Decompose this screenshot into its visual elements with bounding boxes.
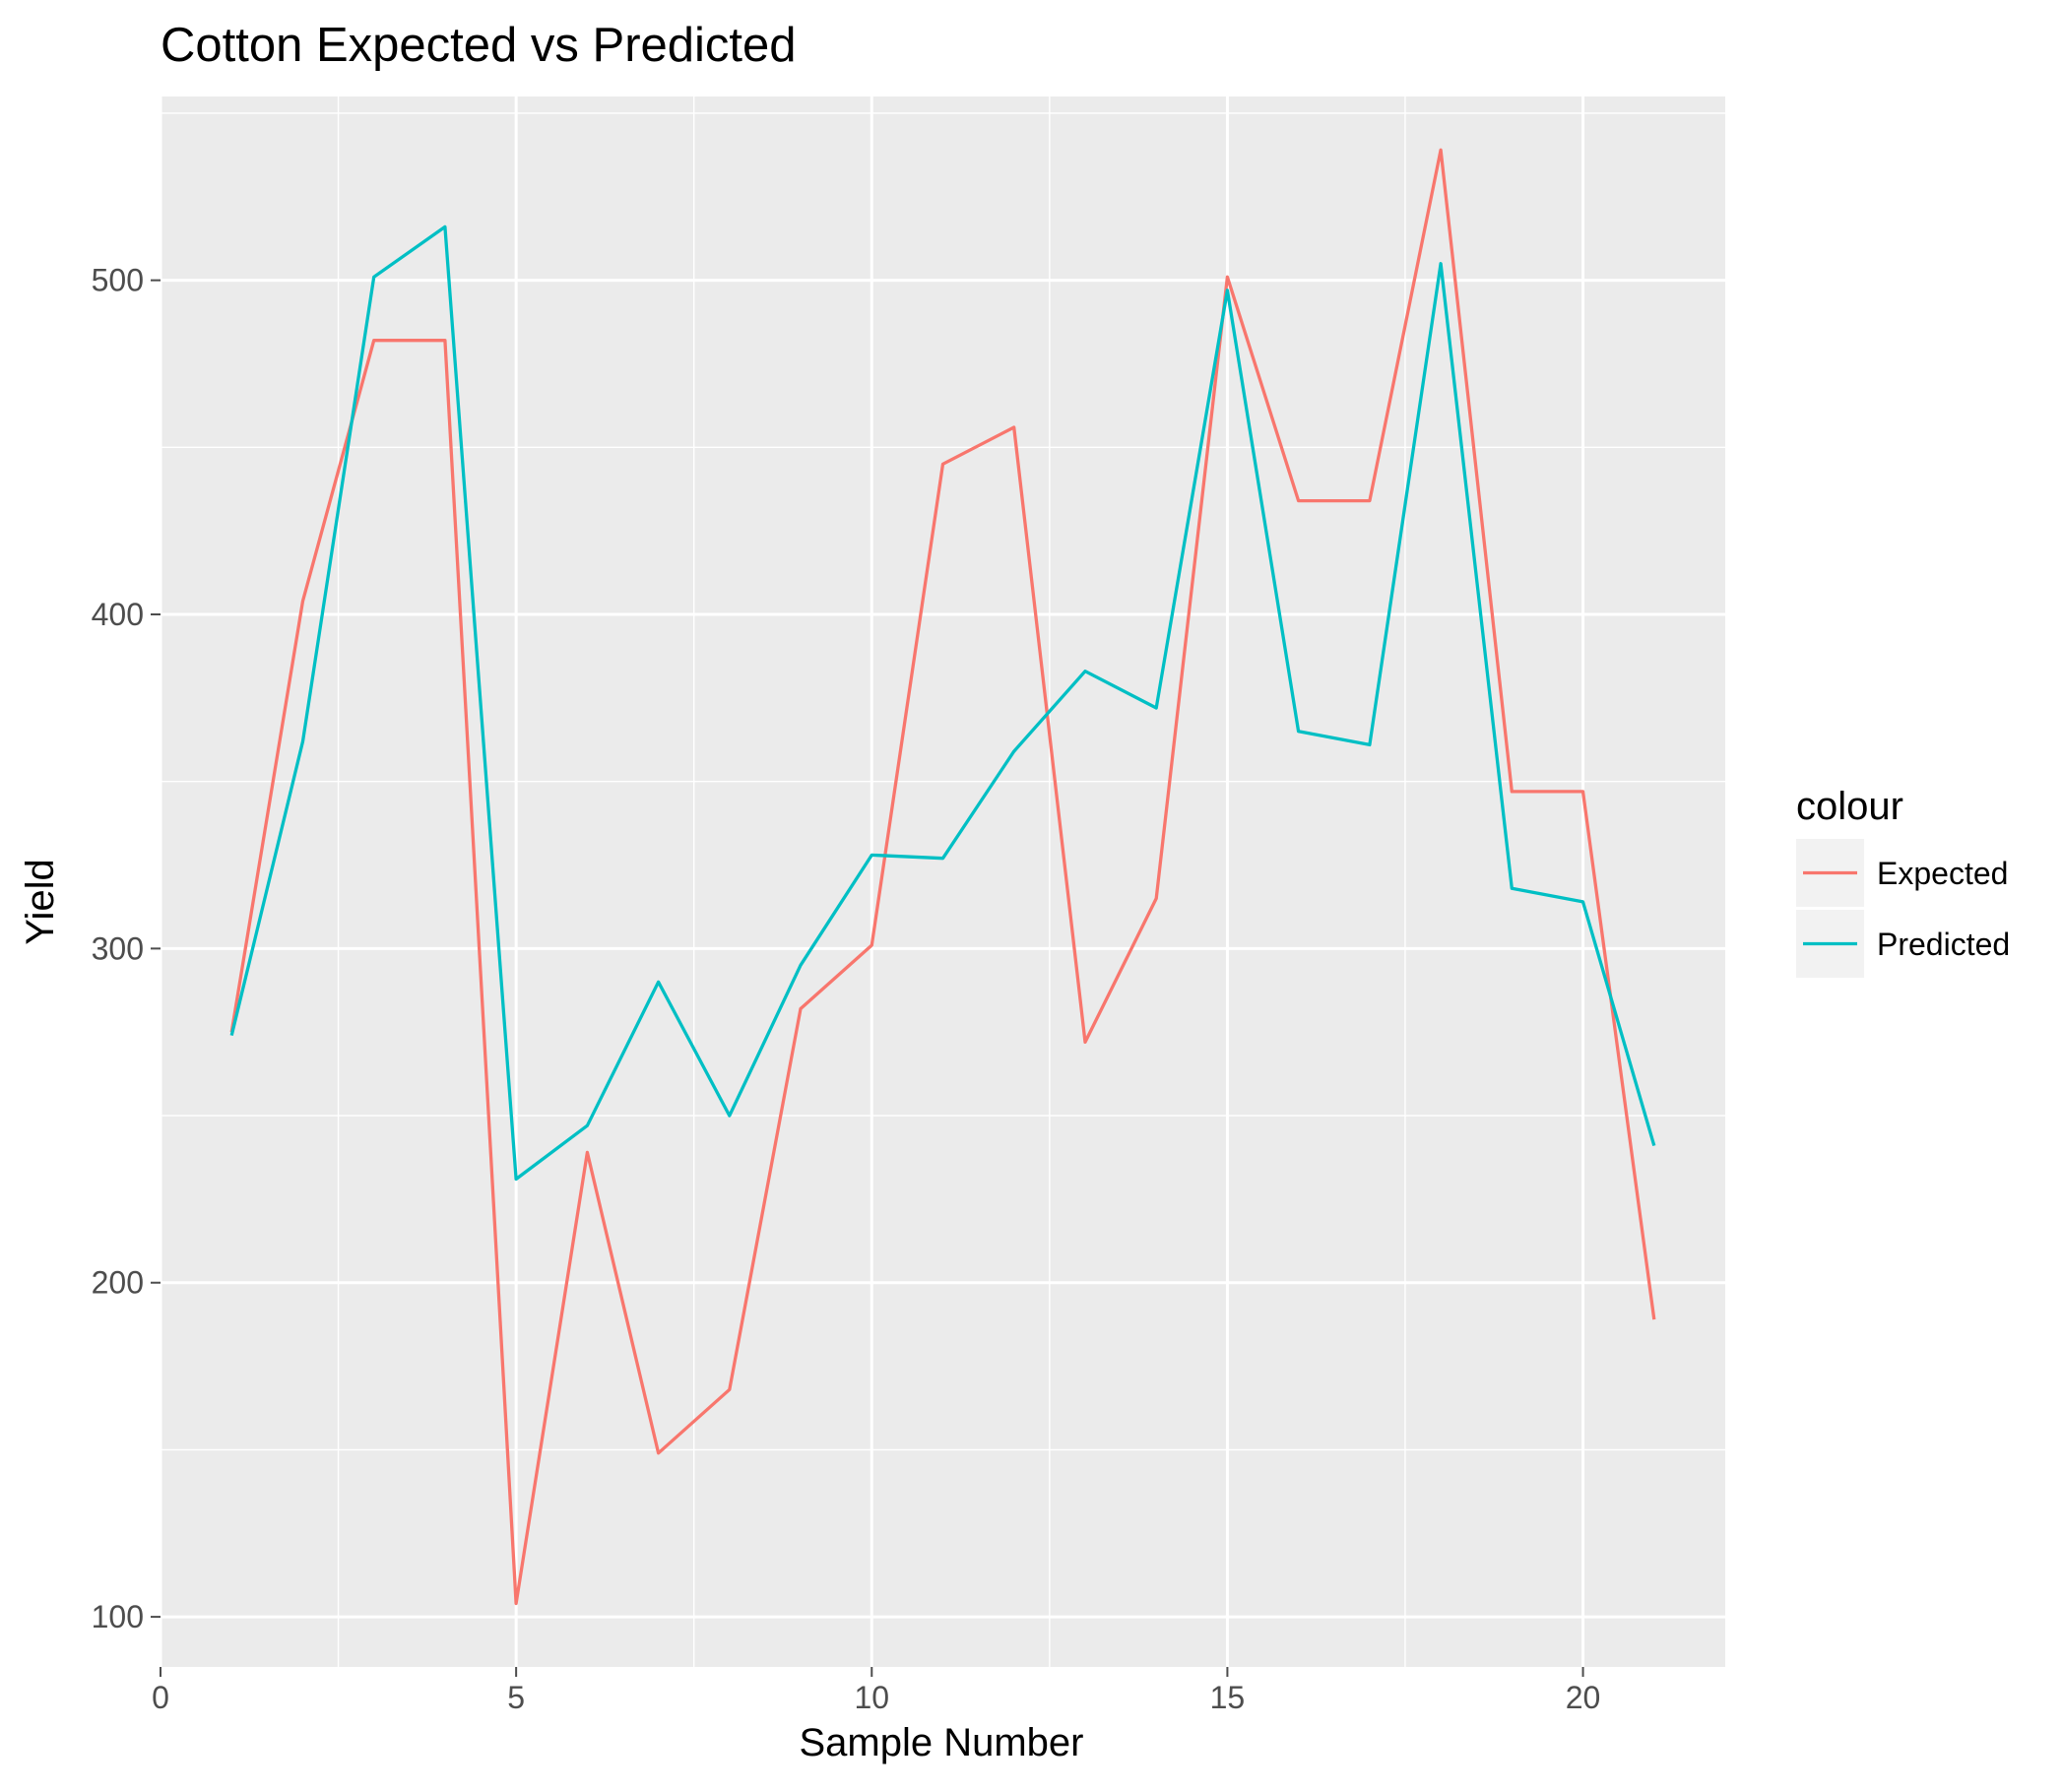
legend-label-expected: Expected — [1877, 856, 2008, 891]
legend-items: Expected Predicted — [1796, 839, 2010, 978]
y-tick-label: 400 — [92, 597, 144, 632]
y-tick-label: 500 — [92, 263, 144, 298]
plot-panel — [161, 96, 1725, 1667]
x-tick-label: 20 — [1566, 1680, 1601, 1715]
y-axis-title: Yield — [19, 859, 62, 944]
x-tick-label: 10 — [854, 1680, 889, 1715]
chart-title: Cotton Expected vs Predicted — [161, 19, 797, 72]
legend: colour Expected Predicted — [1796, 785, 2010, 978]
series-line-predicted — [229, 224, 1656, 1182]
y-tick-label: 300 — [92, 930, 144, 966]
series-line-expected — [229, 148, 1656, 1606]
minor-gridlines — [161, 96, 1725, 1667]
legend-label-predicted: Predicted — [1877, 927, 2010, 962]
legend-title: colour — [1796, 785, 1903, 828]
x-tick-labels: 0 5 10 15 20 — [152, 1680, 1600, 1715]
x-tick-label: 15 — [1210, 1680, 1246, 1715]
axis-ticks — [151, 279, 1584, 1677]
x-tick-label: 5 — [507, 1680, 525, 1715]
y-tick-label: 100 — [92, 1599, 144, 1634]
y-tick-labels: 100 200 300 400 500 — [92, 263, 144, 1634]
x-tick-label: 0 — [152, 1680, 169, 1715]
major-gridlines — [159, 96, 1725, 1667]
series-lines — [229, 148, 1656, 1606]
y-tick-label: 200 — [92, 1265, 144, 1301]
x-axis-title: Sample Number — [799, 1721, 1083, 1764]
